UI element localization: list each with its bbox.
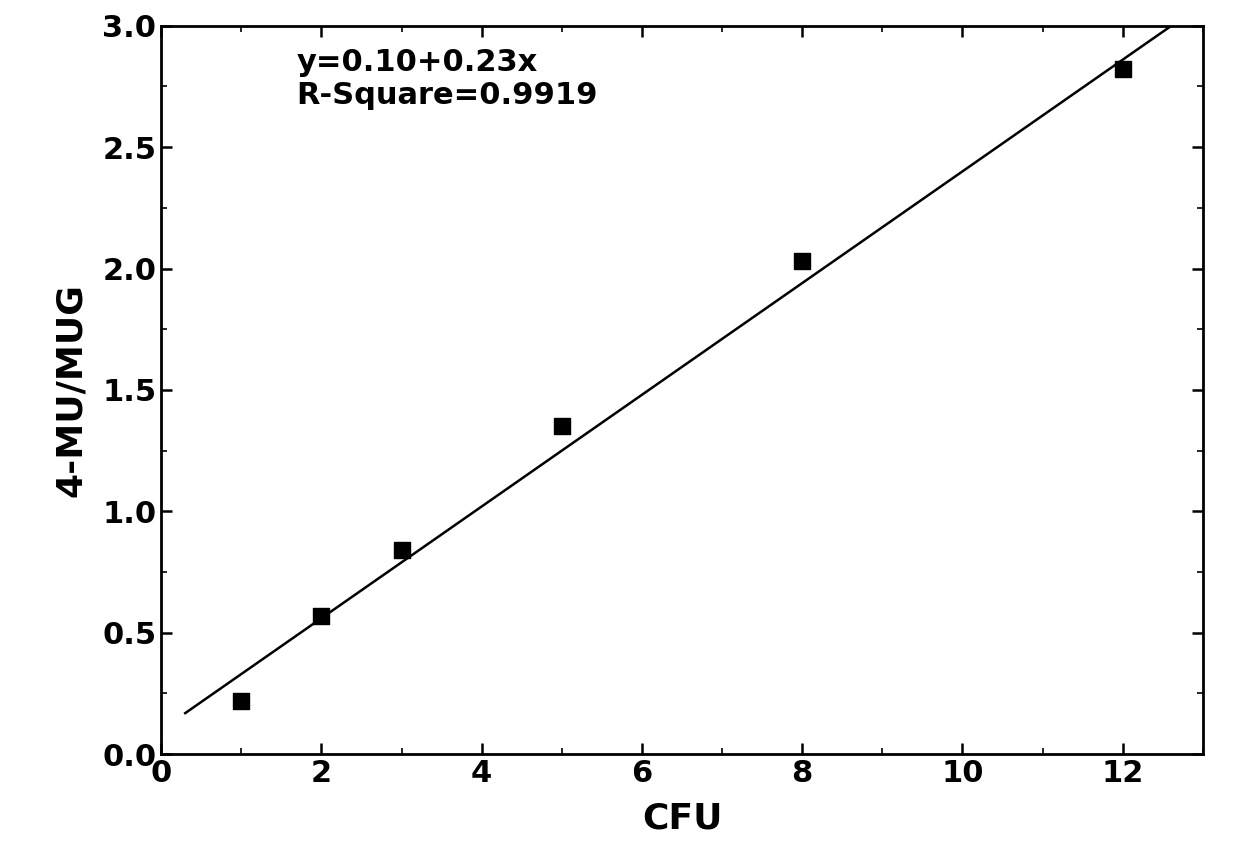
Point — [232, 694, 252, 708]
Point — [392, 543, 412, 557]
Point — [311, 609, 331, 623]
X-axis label: CFU: CFU — [642, 802, 722, 836]
Point — [792, 255, 812, 268]
Text: y=0.10+0.23x
R-Square=0.9919: y=0.10+0.23x R-Square=0.9919 — [296, 48, 598, 111]
Point — [1112, 63, 1132, 76]
Y-axis label: 4-MU/MUG: 4-MU/MUG — [55, 283, 88, 497]
Point — [552, 420, 572, 434]
